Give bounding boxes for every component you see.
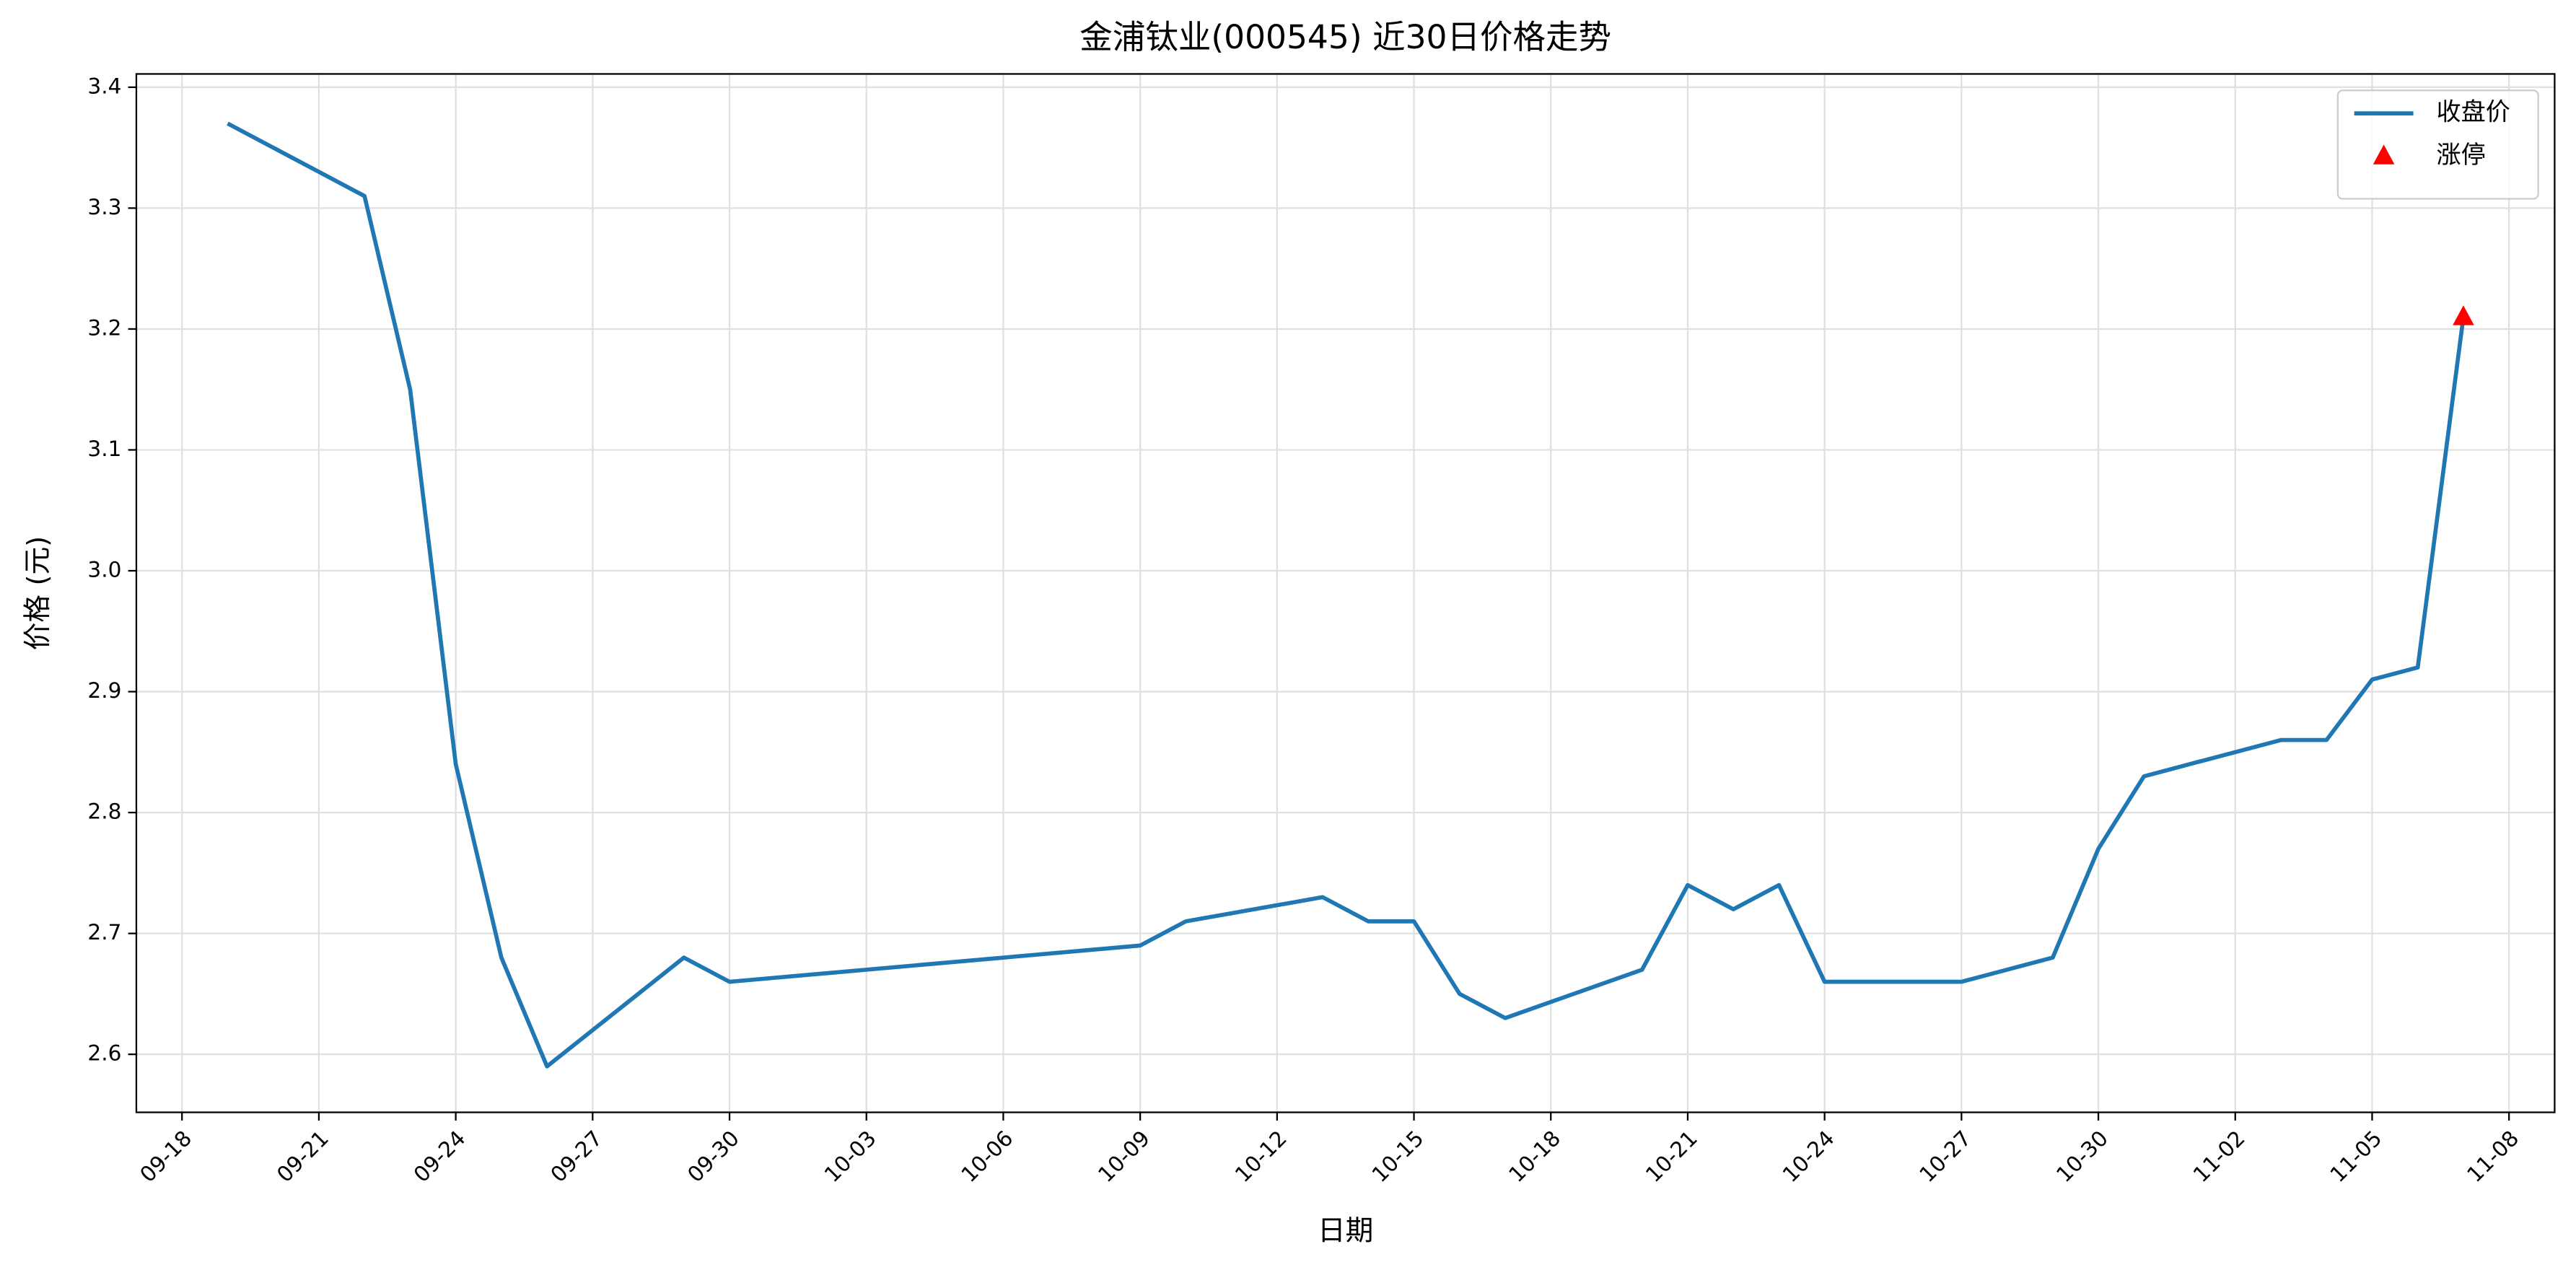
- y-tick-label: 2.8: [87, 799, 121, 824]
- legend-marker: [2373, 144, 2395, 165]
- y-tick-label: 3.2: [87, 315, 121, 340]
- chart-title: 金浦钛业(000545) 近30日价格走势: [1079, 18, 1611, 56]
- y-tick-label: 3.1: [87, 437, 121, 461]
- y-tick-label: 3.4: [87, 74, 121, 98]
- y-tick-label: 3.3: [87, 195, 121, 219]
- y-tick-label: 2.7: [87, 920, 121, 945]
- legend-box: [2336, 89, 2539, 200]
- y-tick-label: 2.6: [87, 1041, 121, 1066]
- x-axis-label: 日期: [1318, 1214, 1373, 1247]
- plot-frame: [135, 73, 2556, 1113]
- legend-label: 涨停: [2436, 141, 2485, 170]
- y-axis-label: 价格 (元): [22, 536, 54, 651]
- price-line: [227, 121, 2466, 1069]
- y-tick-label: 2.9: [87, 678, 121, 703]
- y-tick-label: 3.0: [87, 558, 121, 582]
- limit-up-marker: [2453, 305, 2474, 325]
- legend-label: 收盘价: [2436, 98, 2510, 127]
